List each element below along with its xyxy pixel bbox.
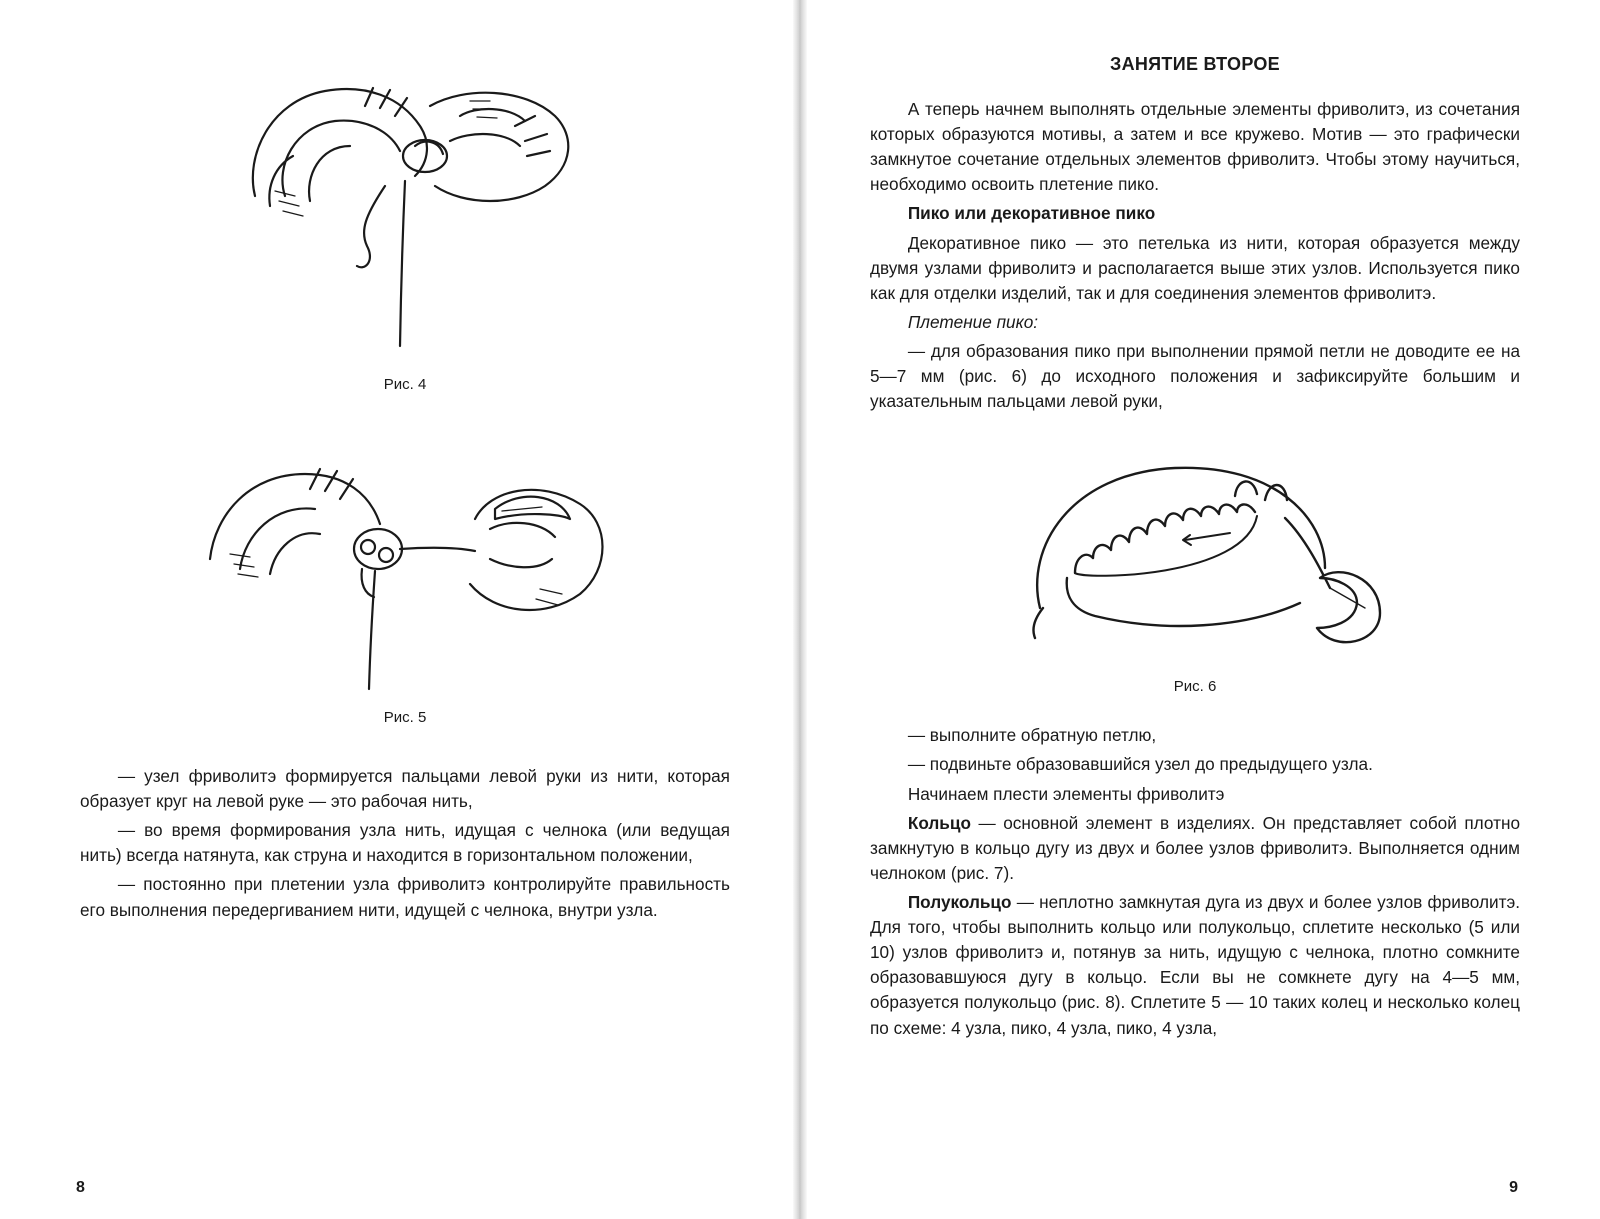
book-spread: Рис. 4: [0, 0, 1600, 1219]
left-paragraph-3: — постоянно при плетении узла фриволитэ …: [80, 872, 730, 922]
figure-6: Рис. 6: [870, 428, 1520, 695]
ring-paragraph: Кольцо — основной элемент в изделиях. Он…: [870, 811, 1520, 886]
halfring-label: Полукольцо: [908, 892, 1012, 912]
start-elements: Начинаем плести элементы фриволитэ: [870, 782, 1520, 807]
figure-4: Рис. 4: [80, 46, 730, 393]
heading-pico: Пико или декоративное пико: [870, 201, 1520, 226]
figure-5: Рис. 5: [80, 419, 730, 726]
left-paragraph-2: — во время формирования узла нить, идуща…: [80, 818, 730, 868]
left-paragraph-1: — узел фриволитэ формируется пальцами ле…: [80, 764, 730, 814]
page-right: ЗАНЯТИЕ ВТОРОЕ А теперь начнем выполнять…: [800, 0, 1600, 1219]
ring-label: Кольцо: [908, 813, 971, 833]
right-pletenie: — для образования пико при выполнении пр…: [870, 339, 1520, 414]
page-number-right: 9: [1509, 1179, 1518, 1197]
figure-4-caption: Рис. 4: [384, 376, 427, 393]
figure-4-drawing: [215, 46, 595, 366]
after-fig-line-1: — выполните обратную петлю,: [870, 723, 1520, 748]
after-fig-line-2: — подвиньте образовавшийся узел до преды…: [870, 752, 1520, 777]
page-left: Рис. 4: [0, 0, 800, 1219]
figure-5-drawing: [190, 419, 620, 699]
right-intro: А теперь начнем выполнять отдельные элем…: [870, 97, 1520, 197]
halfring-paragraph: Полукольцо — неплотно замкнутая дуга из …: [870, 890, 1520, 1041]
figure-5-caption: Рис. 5: [384, 709, 427, 726]
heading-pletenie: Плетение пико:: [870, 310, 1520, 335]
page-number-left: 8: [76, 1179, 85, 1197]
section-title: ЗАНЯТИЕ ВТОРОЕ: [870, 54, 1520, 75]
halfring-rest: — неплотно замкнутая дуга из двух и боле…: [870, 892, 1520, 1038]
right-pico: Декоративное пико — это петелька из нити…: [870, 231, 1520, 306]
figure-6-caption: Рис. 6: [1174, 678, 1217, 695]
figure-6-drawing: [985, 428, 1405, 668]
